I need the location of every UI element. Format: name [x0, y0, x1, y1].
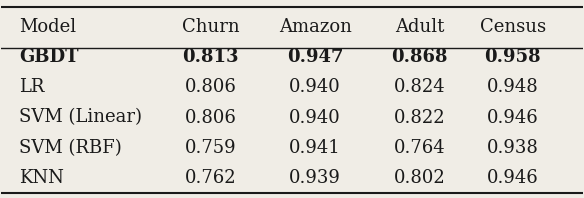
Text: 0.813: 0.813	[182, 48, 239, 66]
Text: 0.824: 0.824	[394, 78, 446, 96]
Text: 0.802: 0.802	[394, 169, 446, 187]
Text: 0.948: 0.948	[487, 78, 538, 96]
Text: Adult: Adult	[395, 18, 444, 36]
Text: 0.939: 0.939	[289, 169, 341, 187]
Text: SVM (Linear): SVM (Linear)	[19, 109, 142, 127]
Text: 0.938: 0.938	[487, 139, 539, 157]
Text: 0.868: 0.868	[392, 48, 448, 66]
Text: Model: Model	[19, 18, 76, 36]
Text: 0.940: 0.940	[290, 109, 341, 127]
Text: 0.762: 0.762	[185, 169, 237, 187]
Text: 0.806: 0.806	[185, 78, 237, 96]
Text: 0.940: 0.940	[290, 78, 341, 96]
Text: LR: LR	[19, 78, 44, 96]
Text: 0.806: 0.806	[185, 109, 237, 127]
Text: 0.946: 0.946	[487, 169, 538, 187]
Text: 0.822: 0.822	[394, 109, 446, 127]
Text: Census: Census	[480, 18, 546, 36]
Text: GBDT: GBDT	[19, 48, 78, 66]
Text: 0.764: 0.764	[394, 139, 446, 157]
Text: 0.947: 0.947	[287, 48, 343, 66]
Text: 0.958: 0.958	[485, 48, 541, 66]
Text: SVM (RBF): SVM (RBF)	[19, 139, 121, 157]
Text: KNN: KNN	[19, 169, 64, 187]
Text: 0.759: 0.759	[185, 139, 237, 157]
Text: 0.946: 0.946	[487, 109, 538, 127]
Text: 0.941: 0.941	[290, 139, 341, 157]
Text: Churn: Churn	[182, 18, 239, 36]
Text: Amazon: Amazon	[279, 18, 352, 36]
